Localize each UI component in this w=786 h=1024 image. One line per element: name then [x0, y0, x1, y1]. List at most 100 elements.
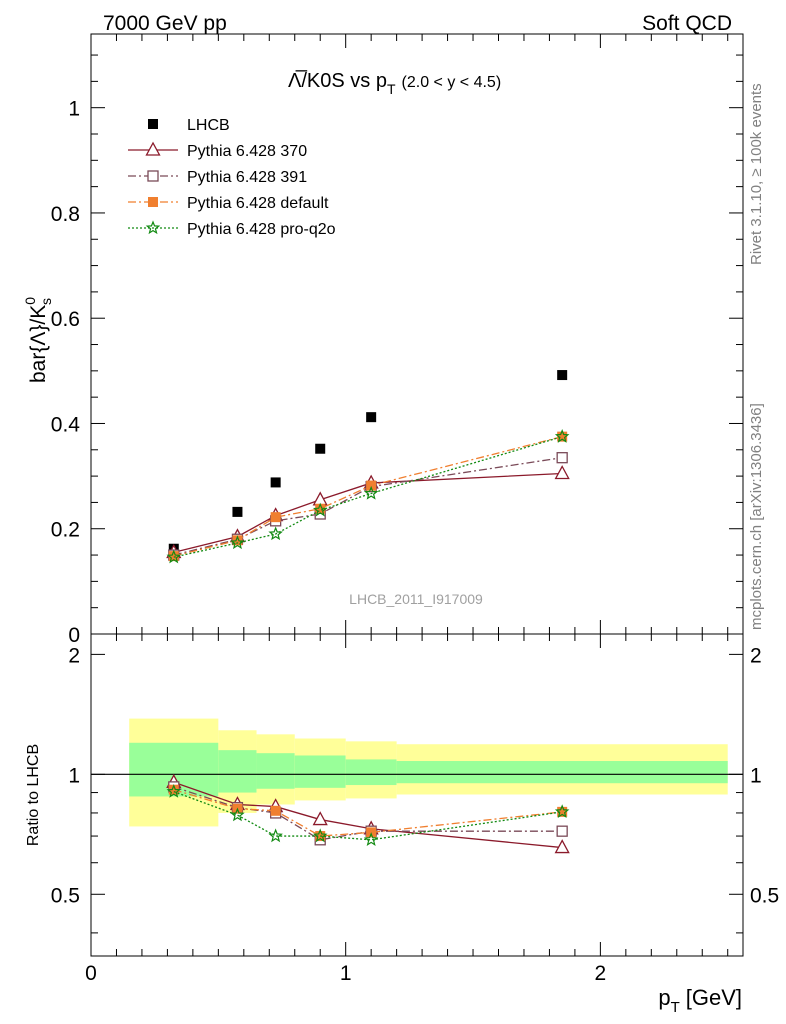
x-tick-label: 0 — [85, 962, 97, 985]
rivet-version-label: Rivet 3.1.10, ≥ 100k events — [748, 83, 765, 265]
main-series-4 — [166, 428, 570, 564]
main-series-point — [366, 412, 377, 423]
main-series-line — [173, 457, 563, 556]
ratio-inner-band — [396, 761, 728, 784]
ratio-series-point — [557, 806, 568, 817]
header-process-label: Soft QCD — [642, 12, 732, 35]
legend-label: LHCB — [187, 117, 230, 134]
xlabel-subscript: T — [671, 999, 680, 1016]
ratio-panel-frame — [90, 633, 744, 957]
main-panel: 0 0.2 0.4 0.6 0.8 1 — [51, 34, 743, 647]
main-series-point — [268, 526, 283, 541]
main-series-point — [557, 431, 568, 442]
ratio-inner-band — [256, 753, 295, 789]
ratio-series-point — [554, 839, 570, 854]
ratio-series-line — [173, 781, 563, 849]
main-plot-title: Λ̅/K0S vs pT (2.0 < y < 4.5) — [288, 69, 501, 97]
ratio-inner-band — [345, 759, 397, 786]
main-series-point — [270, 512, 281, 523]
legend-marker — [147, 170, 159, 182]
main-y-tick-label: 0.2 — [51, 519, 80, 542]
legend-entry: Pythia 6.428 pro-q2o — [128, 220, 336, 238]
main-series-point — [557, 370, 568, 381]
main-ylabel-text: bar{Λ}/K — [27, 305, 50, 383]
legend-entry: Pythia 6.428 391 — [128, 169, 307, 186]
xlabel-text: p — [658, 985, 670, 1010]
main-series-point — [230, 535, 245, 550]
ratio-series-point — [268, 828, 283, 843]
main-series-point — [270, 477, 281, 488]
ratio-series-point — [230, 807, 245, 822]
ratio-series-line — [173, 789, 563, 837]
main-series-0 — [168, 370, 568, 554]
main-y-tick-label: 0.6 — [51, 308, 80, 331]
main-series-1 — [166, 465, 570, 559]
main-series-point — [554, 465, 570, 480]
main-ylabel-subscript: s — [38, 298, 54, 305]
ratio-y-tick-label-right: 2 — [750, 644, 762, 667]
ratio-series-point — [166, 783, 182, 798]
ratio-series-point — [270, 805, 281, 816]
main-series-3 — [168, 431, 568, 562]
ratio-inner-band — [294, 755, 346, 788]
title-range: (2.0 < y < 4.5) — [402, 74, 502, 91]
title-subscript: T — [387, 81, 396, 97]
ratio-series-line — [173, 786, 563, 841]
ratio-y-tick-label-right: 0.5 — [750, 884, 779, 907]
ratio-y-axis-label: Ratio to LHCB — [25, 744, 42, 846]
legend-label: Pythia 6.428 default — [187, 195, 329, 212]
legend-label: Pythia 6.428 pro-q2o — [187, 221, 336, 238]
legend-entry: Pythia 6.428 370 — [128, 141, 307, 160]
ratio-panel: 0.5 0.5 1 1 2 2 0 1 2 — [51, 634, 779, 985]
main-series-point — [363, 485, 379, 500]
main-series-point — [366, 480, 377, 491]
legend: LHCB Pythia 6.428 370 Pythia 6.428 391 Pyth… — [128, 117, 336, 238]
title-main-text: Λ̅/K0S vs p — [288, 69, 387, 92]
ratio-series-point — [312, 828, 328, 843]
main-ylabel-superscript: 0 — [22, 297, 38, 305]
legend-marker — [145, 220, 161, 235]
main-series-point — [232, 535, 243, 546]
ratio-y-tick-label: 1 — [68, 764, 80, 787]
ratio-series-point — [554, 804, 570, 819]
x-tick-label: 1 — [340, 962, 352, 985]
main-y-tick-label: 0.4 — [51, 413, 81, 436]
xlabel-unit: [GeV] — [686, 985, 742, 1010]
x-axis-label: pT [GeV] — [658, 985, 742, 1016]
ratio-y-tick-label-right: 1 — [750, 764, 762, 787]
ratio-y-tick-label: 0.5 — [51, 884, 80, 907]
legend-label: Pythia 6.428 370 — [187, 143, 307, 160]
main-y-tick-label: 0.8 — [51, 203, 80, 226]
main-series-point — [554, 428, 570, 443]
main-y-axis-label: bar{Λ}/K0s — [22, 297, 54, 383]
ratio-series-point — [363, 832, 379, 846]
main-series-point — [166, 549, 182, 564]
header-collision-label: 7000 GeV pp — [103, 12, 227, 35]
legend-marker — [148, 119, 158, 129]
ratio-series-3 — [166, 783, 570, 846]
x-tick-label: 2 — [595, 962, 607, 985]
ratio-series-point — [312, 811, 328, 826]
main-series-line — [173, 436, 563, 558]
main-series-line — [173, 436, 563, 557]
ratio-series-point — [168, 784, 179, 795]
mcplots-reference-label: mcplots.cern.ch [arXiv:1306.3436] — [748, 403, 765, 630]
main-series-point — [232, 506, 243, 517]
main-series-2 — [168, 452, 568, 561]
main-series-point — [312, 502, 328, 517]
analysis-id-watermark: LHCB_2011_I917009 — [349, 591, 483, 607]
ratio-y-tick-label: 2 — [68, 644, 80, 667]
ratio-series-line — [173, 790, 563, 841]
main-series-point — [315, 443, 326, 454]
main-series-point — [315, 503, 326, 514]
main-y-tick-label: 0 — [68, 624, 80, 647]
legend-label: Pythia 6.428 391 — [187, 169, 307, 186]
main-series-point — [168, 551, 179, 562]
legend-entry: LHCB — [148, 117, 230, 134]
svg-text:bar{Λ}/K0s: bar{Λ}/K0s — [22, 297, 54, 383]
main-y-tick-label: 1 — [68, 98, 80, 121]
legend-marker — [145, 141, 161, 156]
legend-marker — [148, 197, 158, 207]
ratio-series-point — [556, 825, 568, 837]
